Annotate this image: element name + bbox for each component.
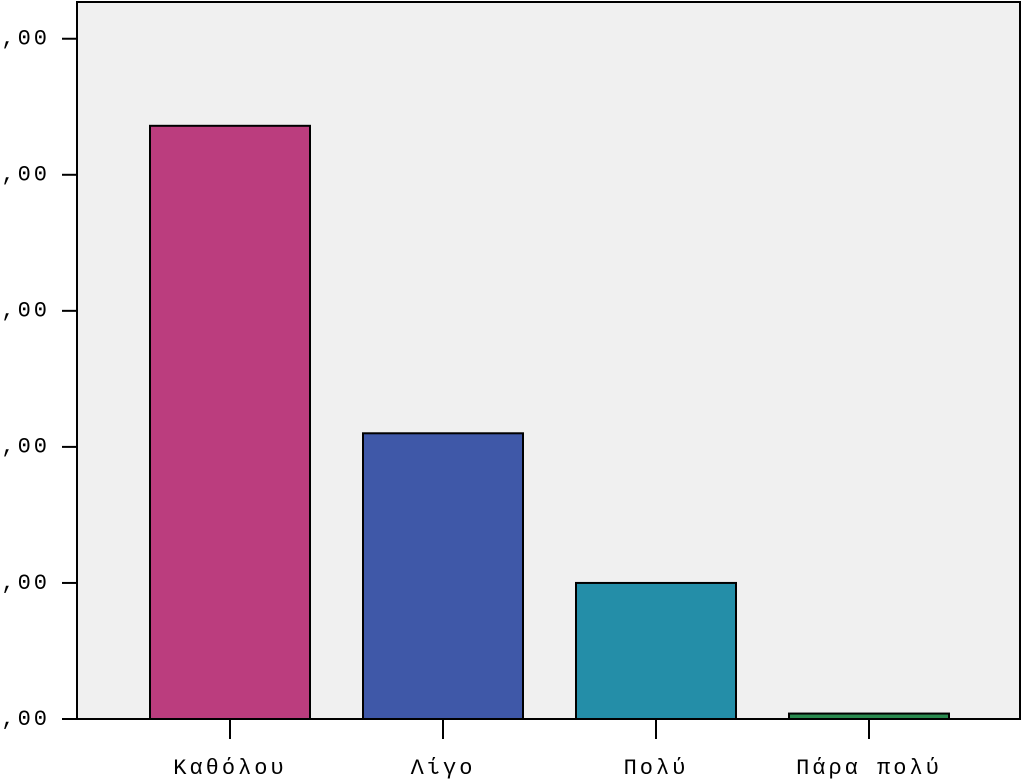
x-tick-label: Πολύ: [624, 756, 689, 779]
bar: [149, 124, 311, 720]
x-tick-label: Πάρα πολύ: [796, 756, 942, 779]
x-tick-label: Καθόλου: [173, 756, 286, 779]
y-tick-label: ,00: [1, 571, 50, 596]
bar: [362, 432, 524, 720]
y-tick-label: ,00: [1, 435, 50, 460]
bar: [575, 581, 737, 721]
bar: [788, 712, 950, 720]
x-tick-label: Λίγο: [411, 756, 476, 779]
y-tick-label: ,00: [1, 707, 50, 732]
y-tick-label: ,00: [1, 27, 50, 52]
y-tick-label: ,00: [1, 163, 50, 188]
y-tick-label: ,00: [1, 299, 50, 324]
